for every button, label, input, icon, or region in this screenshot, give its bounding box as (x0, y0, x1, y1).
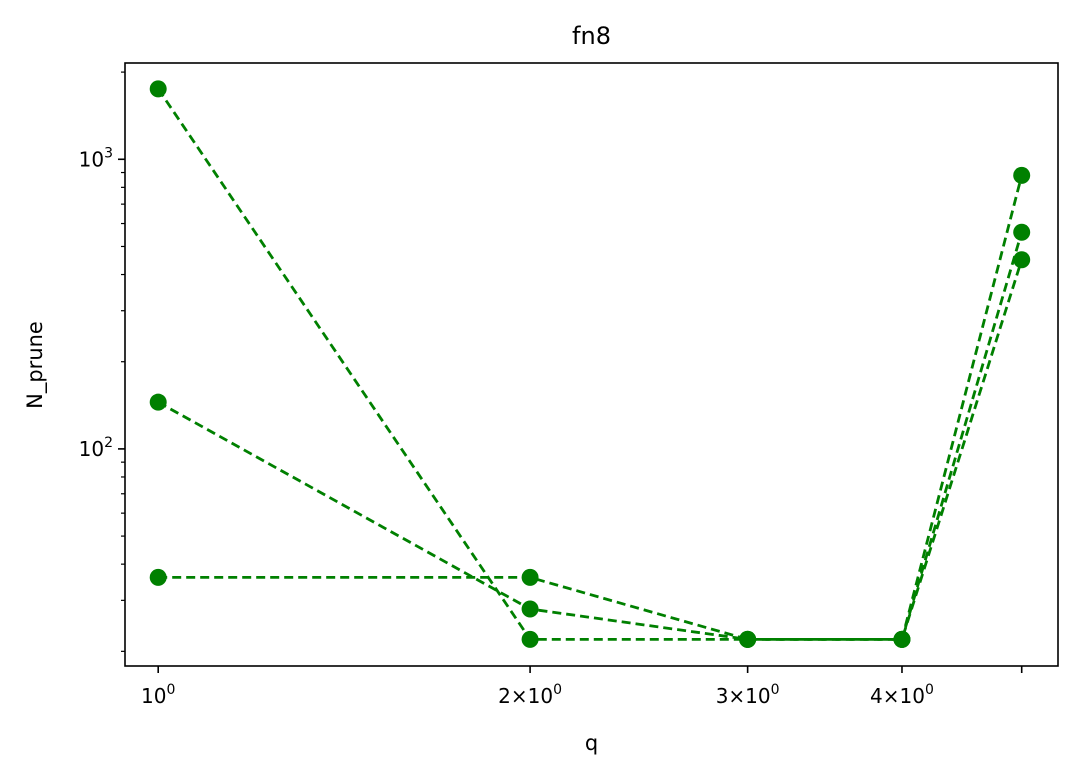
data-point (739, 630, 757, 648)
series-line (158, 259, 1024, 641)
data-point (149, 568, 167, 586)
plot-frame (124, 62, 1059, 667)
data-point (1013, 251, 1031, 269)
data-point (149, 393, 167, 411)
y-tick-label: 102 (79, 435, 113, 461)
x-axis-label: q (585, 731, 598, 755)
chart-title: fn8 (572, 22, 611, 50)
x-tick-label: 3×100 (716, 682, 780, 708)
x-tick-label: 4×100 (870, 682, 934, 708)
x-axis: 100 2×100 3×100 4×100 (141, 666, 1023, 708)
data-point (1013, 166, 1031, 184)
data-point (1013, 223, 1031, 241)
y-axis-label: N_prune (23, 321, 48, 409)
series-3 (149, 251, 1031, 648)
data-point (893, 630, 911, 648)
series-layer (149, 80, 1031, 648)
series-line (157, 88, 1024, 641)
x-tick-label: 100 (141, 682, 175, 708)
data-point (521, 568, 539, 586)
series-2 (149, 223, 1031, 648)
series-1 (149, 80, 1031, 648)
data-point (149, 80, 167, 98)
x-tick-label: 2×100 (498, 682, 562, 708)
y-tick-label: 103 (79, 145, 113, 171)
y-axis: 102 103 (79, 71, 125, 652)
data-point (521, 630, 539, 648)
data-point (521, 600, 539, 618)
